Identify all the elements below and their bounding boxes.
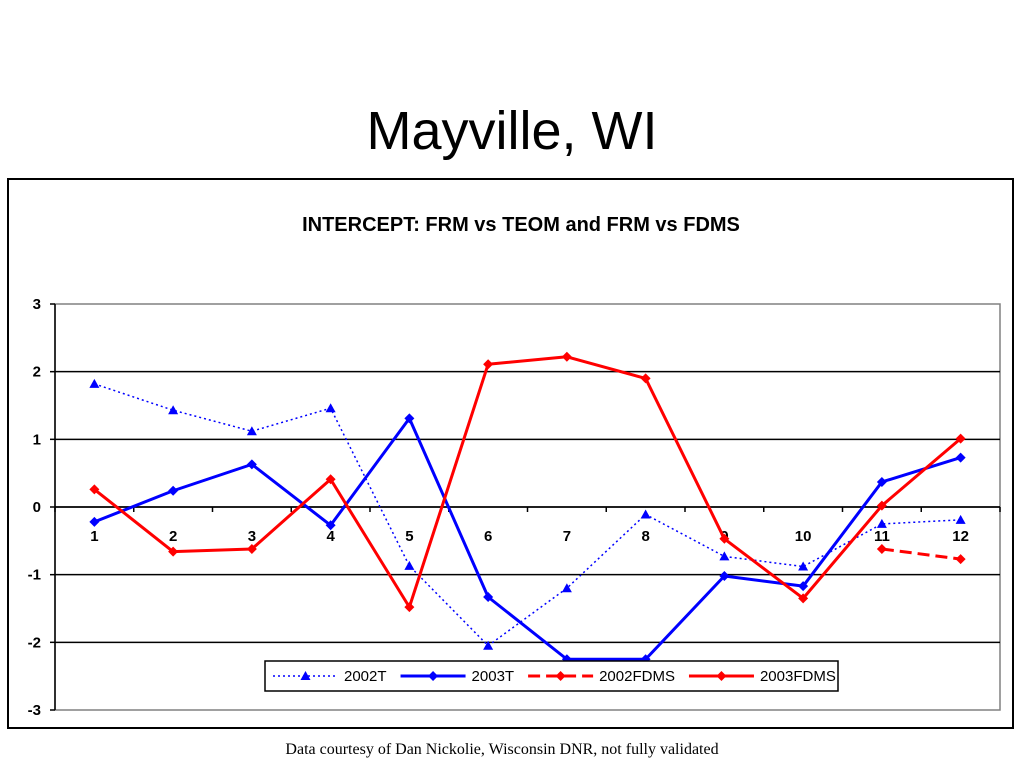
- legend-label-2002fdms: 2002FDMS: [599, 668, 675, 685]
- x-tick-label: 1: [90, 528, 98, 545]
- intercept-line-chart: INTERCEPT: FRM vs TEOM and FRM vs FDMS 3…: [28, 214, 1001, 719]
- data-point-2002t: [719, 551, 730, 561]
- data-point-2003fdms: [404, 602, 415, 613]
- data-point-2003fdms: [246, 543, 257, 554]
- y-tick-labels: 3 2 1 0 -1 -2 -3: [28, 296, 41, 719]
- data-point-2003fdms: [640, 373, 651, 384]
- data-point-2003t: [168, 485, 179, 496]
- data-point-2003fdms: [483, 359, 494, 370]
- legend-label-2003fdms: 2003FDMS: [760, 668, 836, 685]
- x-tick-label: 5: [405, 528, 413, 545]
- legend-label-2003t: 2003T: [472, 668, 515, 685]
- series-line-2002fdms: [881, 547, 961, 561]
- x-tick-label: 6: [484, 528, 492, 545]
- data-point-2003t: [719, 571, 730, 582]
- y-tick-label: 2: [33, 364, 41, 381]
- chart-title: INTERCEPT: FRM vs TEOM and FRM vs FDMS: [302, 214, 740, 236]
- x-tick-label: 4: [326, 528, 335, 545]
- data-point-2002fdms: [955, 554, 966, 565]
- series-line-2003fdms: [93, 355, 962, 609]
- data-point-2003t: [483, 591, 494, 602]
- x-tick-labels: 123456789101112: [90, 528, 969, 545]
- axes: [50, 303, 1001, 711]
- x-tick-label: 7: [563, 528, 571, 545]
- data-point-2003fdms: [325, 474, 336, 485]
- legend-marker-2002t: [300, 671, 311, 680]
- data-point-2003t: [404, 413, 415, 424]
- data-point-2003fdms: [89, 484, 100, 495]
- data-point-2002t: [955, 514, 966, 524]
- legend: 2002T 2003T 2002FDMS 2003FDMS: [264, 660, 839, 692]
- series-line-2002t: [94, 383, 961, 647]
- series-lines: [93, 355, 962, 661]
- data-point-2002t: [640, 509, 651, 519]
- data-point-2002t: [89, 378, 100, 388]
- data-point-2002t: [798, 561, 809, 571]
- slide-title: Mayville, WI: [366, 101, 658, 161]
- x-tick-label: 8: [641, 528, 649, 545]
- data-point-2002t: [168, 405, 179, 415]
- data-point-2003t: [89, 516, 100, 527]
- x-tick-label: 2: [169, 528, 177, 545]
- legend-marker-2002fdms: [555, 671, 566, 681]
- data-point-2003fdms: [719, 533, 730, 544]
- series-markers: [89, 351, 966, 665]
- data-point-2003t: [798, 581, 809, 592]
- data-point-2003fdms: [955, 433, 966, 444]
- data-point-2002t: [561, 583, 572, 593]
- x-tick-label: 3: [248, 528, 256, 545]
- legend-marker-2003fdms: [716, 671, 727, 681]
- legend-marker-2003t: [428, 671, 439, 681]
- data-point-2003t: [246, 459, 257, 470]
- series-line-2003t: [93, 416, 962, 661]
- chart-frame: INTERCEPT: FRM vs TEOM and FRM vs FDMS 3…: [7, 178, 1014, 729]
- data-point-2002t: [876, 518, 887, 528]
- y-tick-label: 3: [33, 296, 41, 313]
- data-point-2002t: [483, 640, 494, 650]
- y-tick-label: 0: [33, 499, 41, 516]
- data-point-2003fdms: [798, 593, 809, 604]
- data-point-2003t: [955, 452, 966, 463]
- data-point-2002fdms: [876, 543, 887, 554]
- y-tick-label: -3: [28, 702, 41, 719]
- data-point-2003t: [876, 476, 887, 487]
- footer-note: Data courtesy of Dan Nickolie, Wisconsin…: [285, 741, 719, 758]
- x-tick-label: 10: [795, 528, 812, 545]
- y-tick-label: 1: [33, 431, 41, 448]
- data-point-2003fdms: [168, 546, 179, 557]
- data-point-2002t: [325, 403, 336, 413]
- legend-label-2002t: 2002T: [344, 668, 387, 685]
- data-point-2002t: [404, 560, 415, 570]
- y-tick-label: -1: [28, 567, 41, 584]
- data-point-2003t: [325, 520, 336, 531]
- x-tick-label: 11: [874, 528, 890, 545]
- y-tick-label: -2: [28, 634, 41, 651]
- data-point-2002t: [246, 426, 257, 436]
- x-tick-label: 12: [952, 528, 969, 545]
- data-point-2003fdms: [876, 500, 887, 511]
- data-point-2003fdms: [561, 351, 572, 362]
